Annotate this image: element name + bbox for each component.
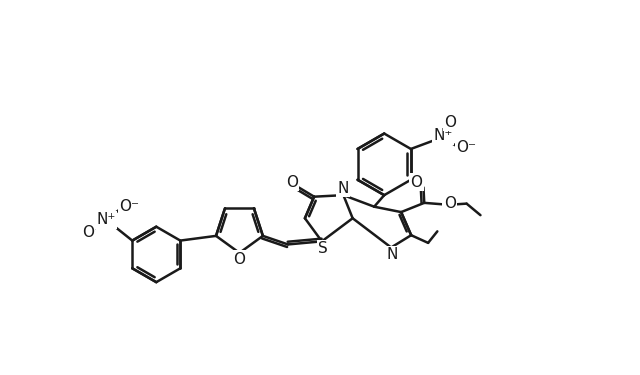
Text: N⁺: N⁺ xyxy=(97,212,116,227)
Text: O: O xyxy=(286,174,298,189)
Text: N: N xyxy=(338,181,349,196)
Text: O: O xyxy=(82,225,93,240)
Text: O: O xyxy=(444,115,456,130)
Text: O: O xyxy=(410,174,422,189)
Text: N⁺: N⁺ xyxy=(433,128,452,143)
Text: O⁻: O⁻ xyxy=(119,199,140,214)
Text: O: O xyxy=(444,196,456,211)
Text: O⁻: O⁻ xyxy=(456,140,476,155)
Text: O: O xyxy=(234,252,246,267)
Text: N: N xyxy=(387,247,398,262)
Text: S: S xyxy=(317,241,328,256)
